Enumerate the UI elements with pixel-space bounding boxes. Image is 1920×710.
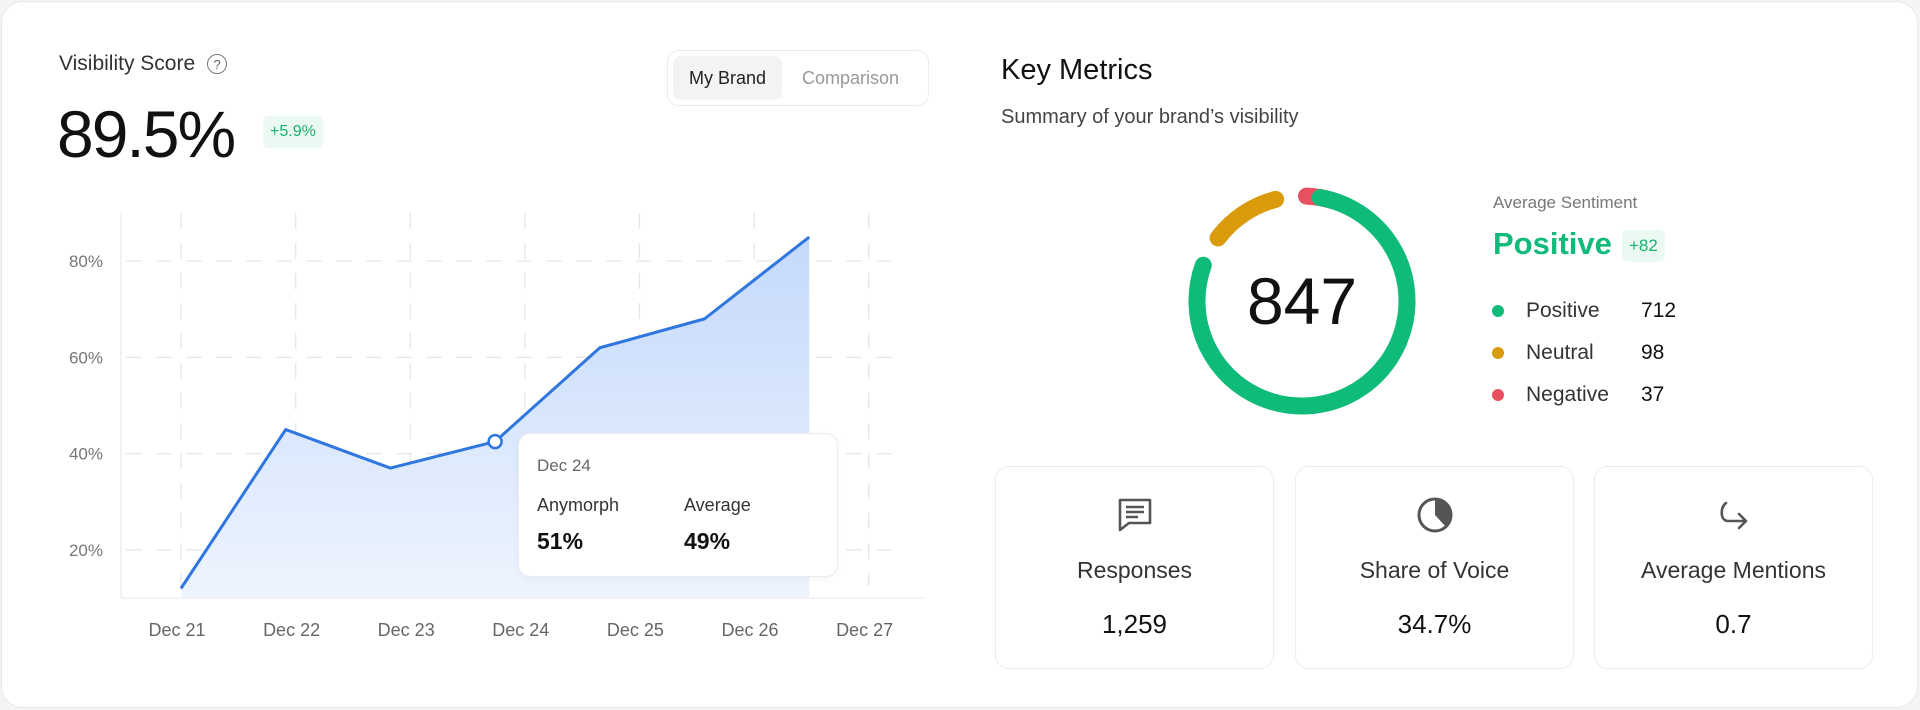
x-tick-label: Dec 27 bbox=[836, 620, 893, 640]
donut-segment-positive bbox=[1188, 189, 1416, 415]
question-circle-icon[interactable]: ? bbox=[207, 54, 228, 74]
metric-value: 0.7 bbox=[1715, 609, 1752, 639]
x-tick-label: Dec 26 bbox=[721, 620, 778, 640]
key-metrics-title: Key Metrics bbox=[1001, 54, 1153, 86]
tooltip-label-anymorph: Anymorph bbox=[537, 495, 620, 515]
average-sentiment-label: Average Sentiment bbox=[1493, 193, 1638, 212]
legend-value: 98 bbox=[1641, 341, 1665, 364]
visibility-score-header: Visibility Score ? bbox=[59, 52, 228, 76]
y-tick-label: 40% bbox=[69, 445, 103, 464]
legend-label: Negative bbox=[1526, 383, 1609, 406]
visibility-change-badge: +5.9% bbox=[263, 116, 323, 148]
highlight-point bbox=[487, 433, 503, 450]
x-tick-label: Dec 23 bbox=[378, 620, 435, 640]
metric-label: Average Mentions bbox=[1641, 557, 1826, 583]
legend-positive: Positive 712 bbox=[1492, 299, 1676, 323]
neutral-dot-icon bbox=[1492, 347, 1504, 359]
brand-comparison-toggle: My Brand Comparison bbox=[667, 50, 929, 106]
metric-card-responses[interactable]: Responses 1,259 bbox=[995, 466, 1274, 669]
metric-card-share-of-voice[interactable]: Share of Voice 34.7% bbox=[1295, 466, 1574, 669]
tooltip-date: Dec 24 bbox=[537, 456, 591, 475]
sentiment-donut: 847 bbox=[1188, 187, 1416, 415]
x-tick-label: Dec 25 bbox=[607, 620, 664, 640]
tooltip-label-average: Average bbox=[684, 495, 751, 515]
metric-label: Responses bbox=[1076, 557, 1193, 583]
tooltip-value-average: 49% bbox=[684, 528, 731, 554]
positive-dot-icon bbox=[1492, 305, 1504, 317]
message-lines-icon bbox=[996, 495, 1273, 535]
legend-value: 37 bbox=[1641, 383, 1665, 406]
metric-value: 1,259 bbox=[1101, 609, 1168, 639]
y-tick-label: 60% bbox=[69, 348, 103, 367]
pie-chart-icon bbox=[1296, 495, 1573, 535]
tab-my-brand[interactable]: My Brand bbox=[673, 56, 783, 100]
tab-comparison[interactable]: Comparison bbox=[802, 67, 900, 88]
y-tick-label: 20% bbox=[69, 541, 103, 560]
x-tick-label: Dec 21 bbox=[148, 620, 205, 640]
key-metrics-subtitle: Summary of your brand’s visibility bbox=[1001, 106, 1299, 128]
y-tick-label: 80% bbox=[69, 252, 103, 271]
legend-label: Neutral bbox=[1526, 341, 1594, 364]
forward-arrow-icon bbox=[1595, 495, 1872, 535]
metric-label: Share of Voice bbox=[1359, 557, 1510, 583]
sentiment-change-badge: +82 bbox=[1622, 230, 1665, 262]
donut-segment-neutral bbox=[1209, 190, 1285, 247]
metric-card-average-mentions[interactable]: Average Mentions 0.7 bbox=[1594, 466, 1873, 669]
chart-tooltip: Dec 24 Anymorph 51% Average 49% bbox=[518, 433, 838, 577]
negative-dot-icon bbox=[1492, 389, 1504, 401]
metric-value: 34.7% bbox=[1397, 609, 1472, 639]
legend-neutral: Neutral 98 bbox=[1492, 341, 1664, 365]
donut-total: 847 bbox=[1247, 264, 1357, 338]
average-sentiment-value: Positive bbox=[1493, 226, 1612, 261]
x-tick-label: Dec 22 bbox=[263, 620, 320, 640]
legend-label: Positive bbox=[1526, 299, 1600, 322]
legend-negative: Negative 37 bbox=[1492, 383, 1664, 407]
x-tick-label: Dec 24 bbox=[492, 620, 549, 640]
tooltip-value-anymorph: 51% bbox=[537, 528, 584, 554]
visibility-score-title: Visibility Score bbox=[59, 52, 196, 75]
visibility-score-value: 89.5% bbox=[57, 97, 236, 171]
legend-value: 712 bbox=[1641, 299, 1677, 322]
